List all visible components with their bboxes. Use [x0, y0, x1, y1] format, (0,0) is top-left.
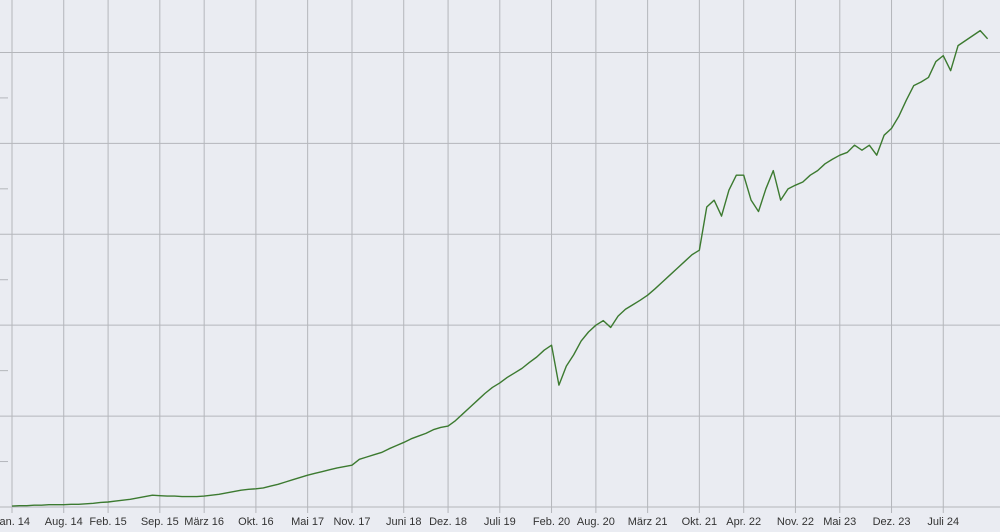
- x-tick-label: Juli 24: [927, 516, 959, 528]
- x-tick-label: Juli 19: [484, 516, 516, 528]
- x-tick-label: Apr. 22: [726, 516, 761, 528]
- x-tick-label: Aug. 20: [577, 516, 615, 528]
- x-tick-label: Feb. 15: [89, 516, 126, 528]
- x-tick-label: Okt. 21: [682, 516, 717, 528]
- x-tick-label: Mai 23: [823, 516, 856, 528]
- x-tick-label: Okt. 16: [238, 516, 273, 528]
- x-tick-label: Juni 18: [386, 516, 421, 528]
- x-tick-label: März 21: [628, 516, 668, 528]
- data-line: [11, 29, 989, 507]
- x-tick-label: Sep. 15: [141, 516, 179, 528]
- x-tick-label: März 16: [184, 516, 224, 528]
- x-tick-label: Jan. 14: [0, 516, 30, 528]
- x-tick-label: Dez. 18: [429, 516, 467, 528]
- x-tick-label: Dez. 23: [873, 516, 911, 528]
- x-tick-label: Aug. 14: [45, 516, 83, 528]
- x-tick-label: Feb. 20: [533, 516, 570, 528]
- x-tick-label: Nov. 22: [777, 516, 814, 528]
- x-tick-label: Nov. 17: [333, 516, 370, 528]
- x-tick-label: Mai 17: [291, 516, 324, 528]
